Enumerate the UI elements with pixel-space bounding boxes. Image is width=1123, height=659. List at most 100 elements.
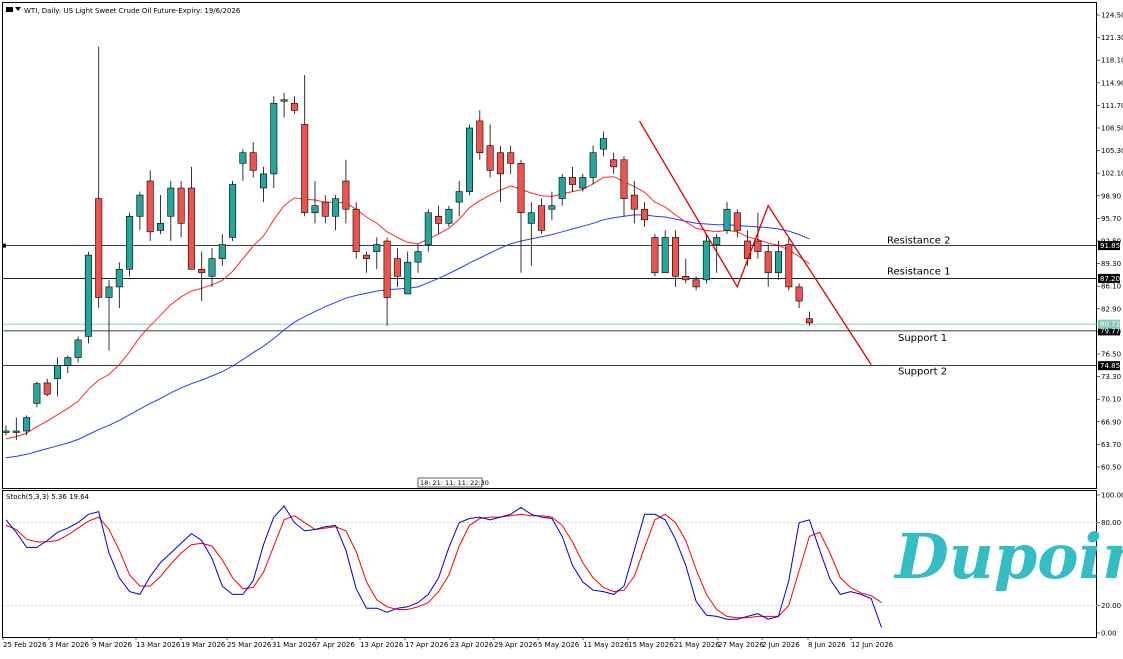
candle-body xyxy=(774,251,782,274)
candle xyxy=(805,311,813,326)
candle-body xyxy=(785,244,793,288)
time-tick-label: 29 Apr 2026 xyxy=(494,641,538,649)
candle-body xyxy=(84,254,92,337)
candle xyxy=(641,202,649,227)
candle-body xyxy=(713,237,721,245)
level-label: Support 2 xyxy=(898,367,947,378)
price-tick-label: 118.10 xyxy=(1101,57,1123,65)
candle-body xyxy=(383,240,391,298)
price-tick-label: 76.50 xyxy=(1101,351,1121,359)
candle-body xyxy=(270,102,278,175)
candle-body xyxy=(311,205,319,214)
candle xyxy=(692,276,700,291)
candle xyxy=(342,159,350,224)
candle-body xyxy=(146,180,154,233)
time-tick-label: 13 Apr 2026 xyxy=(360,641,404,649)
price-tick-label: 98.90 xyxy=(1101,192,1121,200)
current-price-tag-text: 80.72 xyxy=(1100,321,1120,329)
level-price-tag-text: 74.85 xyxy=(1100,362,1120,370)
candle xyxy=(733,209,741,238)
candle xyxy=(774,241,782,280)
candle xyxy=(630,180,638,224)
price-tick-label: 111.70 xyxy=(1101,102,1123,110)
candle-body xyxy=(404,261,412,295)
candle-body xyxy=(64,357,72,366)
candle-body xyxy=(795,286,803,302)
candle-body xyxy=(641,208,649,221)
candle xyxy=(445,205,453,227)
candle xyxy=(373,237,381,270)
candle-body xyxy=(527,212,535,224)
candle xyxy=(558,173,566,206)
time-tick-label: 5 May 2026 xyxy=(538,641,580,649)
ma-fast-line xyxy=(5,176,810,440)
candle xyxy=(548,191,556,220)
candle-body xyxy=(301,124,309,214)
header-icon xyxy=(6,7,21,12)
price-tick-label: 73.30 xyxy=(1101,373,1121,381)
candle xyxy=(404,251,412,295)
time-tick-label: 21 May 2026 xyxy=(674,641,720,649)
stoch-axis: 100.00 80.00 20.00 0.00 xyxy=(1097,492,1123,638)
candle xyxy=(64,355,72,374)
candle xyxy=(682,258,690,284)
time-tick-label: 3 Mar 2026 xyxy=(49,641,89,649)
stoch-label: Stoch(5,3,3) 5.36 19.64 xyxy=(6,493,90,501)
time-tick-label: 17 Apr 2026 xyxy=(405,641,449,649)
candle-body xyxy=(589,152,597,178)
candle-body xyxy=(2,430,10,433)
candle xyxy=(496,145,504,203)
candle-body xyxy=(496,152,504,175)
candle xyxy=(229,180,237,241)
price-tick-label: 60.50 xyxy=(1101,464,1121,472)
candle-body xyxy=(187,187,195,270)
candle-body xyxy=(435,215,443,224)
candle xyxy=(795,283,803,309)
candle xyxy=(486,124,494,178)
price-tick-label: 105.30 xyxy=(1101,147,1123,155)
candle-body xyxy=(43,382,51,395)
candle-body xyxy=(805,318,813,324)
price-tags: 91.85 87.20 79.77 74.85 80.72 xyxy=(3,241,1120,371)
candle-body xyxy=(332,198,340,217)
candle-body xyxy=(229,184,237,238)
candle xyxy=(651,233,659,277)
candle-body xyxy=(373,244,381,252)
price-tick-label: 63.70 xyxy=(1101,441,1121,449)
candle-body xyxy=(393,258,401,277)
candle xyxy=(198,251,206,302)
candle-body xyxy=(208,258,216,277)
chart-header: WTI, Daily: US Light Sweet Crude Oil Fut… xyxy=(6,7,241,15)
candle xyxy=(12,417,20,441)
candle-body xyxy=(218,244,226,259)
candle xyxy=(383,237,391,326)
candle xyxy=(2,425,10,436)
candle xyxy=(311,180,319,224)
candle-body xyxy=(33,383,41,404)
candle-body xyxy=(455,191,463,203)
candle xyxy=(352,202,360,259)
trendline-layer xyxy=(638,120,872,365)
candle-body xyxy=(754,240,762,252)
candle-body xyxy=(465,127,473,192)
candle xyxy=(157,195,165,234)
candle-body xyxy=(692,279,700,288)
price-tick-label: 121.30 xyxy=(1101,34,1123,42)
candle xyxy=(136,191,144,231)
candle xyxy=(84,251,92,344)
candle-body xyxy=(414,251,422,263)
time-tick-label: 19 Mar 2026 xyxy=(181,641,226,649)
price-tick-label: 66.90 xyxy=(1101,418,1121,426)
candle-body xyxy=(95,198,103,298)
candlestick-series xyxy=(2,46,813,441)
time-tick-label: 11 May 2026 xyxy=(583,641,629,649)
stoch-tick-label: 20.00 xyxy=(1101,602,1121,610)
candle-body xyxy=(682,276,690,281)
time-tick-label: 7 Apr 2026 xyxy=(316,641,355,649)
candle-body xyxy=(723,208,731,231)
level-label: Resistance 1 xyxy=(887,266,950,277)
candle xyxy=(568,166,576,192)
price-tick-label: 102.10 xyxy=(1101,170,1123,178)
candle xyxy=(579,173,587,192)
candle-body xyxy=(579,177,587,189)
